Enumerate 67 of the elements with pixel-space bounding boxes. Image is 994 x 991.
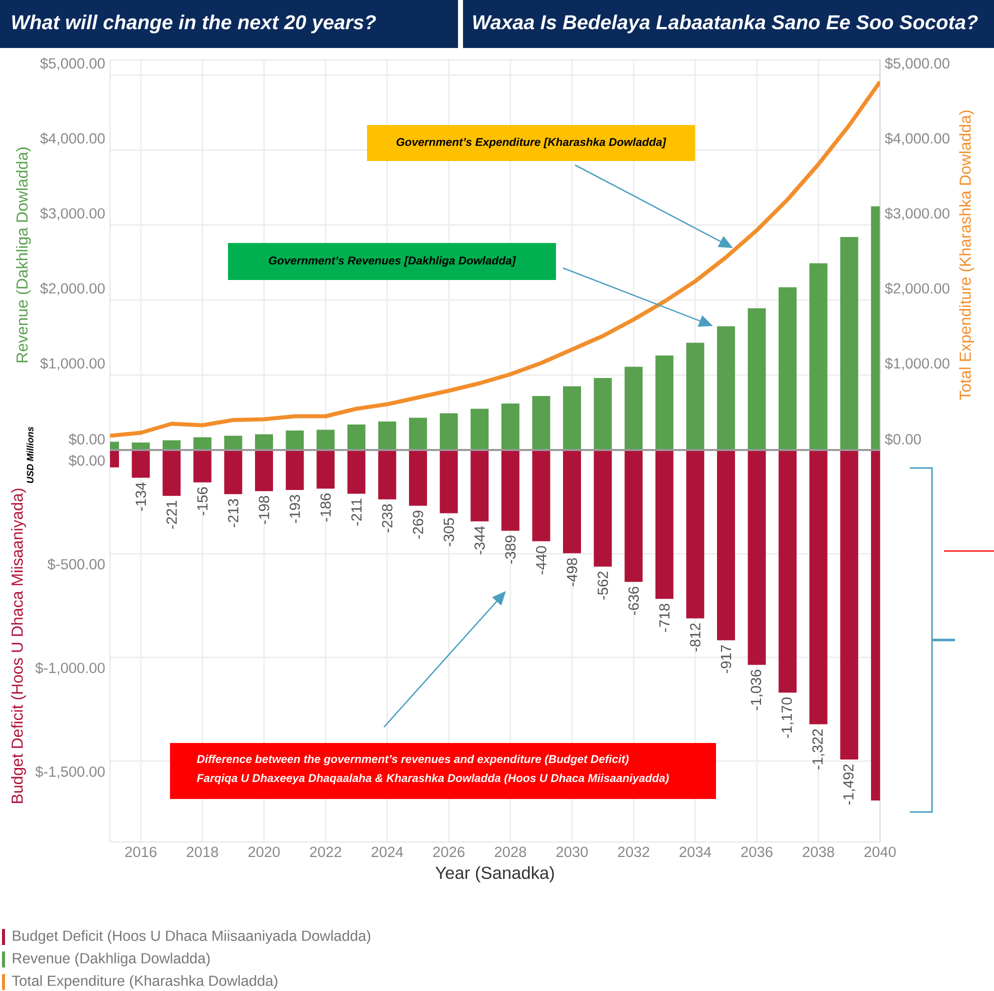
text: Total Expenditure (Kharashka Dowladda) — [12, 975, 278, 989]
y-tick-label: $4,000.00 — [40, 132, 105, 146]
y2-tick-label: $4,000.00 — [884, 132, 950, 146]
data-label: -186 — [320, 494, 331, 522]
y-tick-label: $-1,500.00 — [35, 766, 105, 779]
y-axis-title: Budget Deficit (Hoos U Dhaca Miisaaniyada) — [11, 488, 26, 803]
annotation: Government’s Revenues [Dakhliga Dowladda] — [268, 256, 516, 267]
data-label: -211 — [351, 498, 362, 526]
data-label: -238 — [382, 504, 392, 532]
y-tick-label: $0.00 — [68, 454, 105, 467]
data-label: -1,036 — [750, 670, 763, 710]
data-label: -269 — [412, 510, 424, 539]
data-label: -344 — [474, 526, 485, 554]
data-label: -198 — [258, 496, 270, 524]
text: Revenue (Dakhliga Dowladda) — [12, 952, 210, 966]
text: Revenue (Dakhliga Dowladda) — [16, 148, 31, 362]
data-label: -562 — [598, 572, 608, 600]
y-tick-label: $2,000.00 — [40, 282, 105, 296]
x-tick-label: 2018 — [186, 846, 218, 858]
y2-tick-label: $1,000.00 — [884, 358, 950, 370]
text: USD Millions — [26, 426, 34, 483]
y-tick-label: $-500.00 — [48, 558, 105, 570]
x-tick-label: 2026 — [433, 846, 464, 858]
y-tick-label: $-1,000.00 — [35, 662, 105, 675]
data-label: -193 — [290, 494, 300, 524]
x-tick-label: 2038 — [802, 846, 834, 858]
annotation: Farqiqa U Dhaxeeya Dhaqaalaha & Kharashka Dowladda (Hoos U Dhaca Miisaaniyadda) — [196, 774, 669, 784]
data-label: -718 — [659, 604, 670, 632]
text: Total Expenditure (Kharashka Dowladda) — [959, 110, 974, 400]
data-label: -134 — [136, 482, 146, 511]
x-axis-title: Year (Sanadka) — [435, 866, 554, 882]
y2-tick-label: $5,000.00 — [884, 58, 950, 70]
x-tick-label: 2028 — [494, 846, 526, 858]
data-label: -1,170 — [782, 698, 794, 738]
data-label: -498 — [566, 558, 578, 586]
x-tick-label: 2036 — [741, 846, 772, 858]
x-tick-label: 2030 — [556, 846, 588, 858]
y-tick-label: $5,000.00 — [40, 58, 105, 70]
annotation: Difference between the government’s revenues and expenditure (Budget Deficit) — [196, 754, 629, 766]
chart-title: What will change in the next 20 years? — [12, 14, 376, 34]
data-label: -305 — [444, 518, 454, 546]
data-label: -917 — [720, 645, 732, 674]
y-tick-label: $3,000.00 — [40, 208, 105, 220]
data-label: -389 — [505, 536, 516, 564]
x-tick-label: 2032 — [618, 846, 650, 858]
data-label: -440 — [536, 546, 546, 574]
chart-subtitle: Waxaa Is Bedelaya Labaatanka Sano Ee Soo Socota? — [473, 14, 978, 34]
y2-tick-label: $0.00 — [884, 433, 921, 446]
data-label: -221 — [166, 500, 177, 529]
y2-tick-label: $3,000.00 — [884, 208, 950, 220]
data-label: -636 — [628, 586, 639, 615]
x-tick-label: 2034 — [680, 846, 712, 858]
y2-tick-label: $2,000.00 — [884, 282, 950, 296]
x-tick-label: 2022 — [310, 846, 342, 858]
y-tick-label: $1,000.00 — [40, 358, 105, 370]
x-tick-label: 2020 — [248, 846, 280, 858]
annotation: Government’s Expenditure [Kharashka Dowladda] — [396, 138, 666, 148]
legend-label: Budget Deficit (Hoos U Dhaca Miisaaniyada Dowladda) — [12, 930, 370, 944]
y-tick-label: $0.00 — [68, 433, 105, 446]
data-label: -1,322 — [812, 729, 824, 770]
data-label: -213 — [228, 499, 238, 528]
data-label: -156 — [197, 487, 208, 516]
data-label: -812 — [690, 623, 700, 652]
data-label: -1,492 — [843, 764, 856, 805]
x-tick-label: 2040 — [864, 846, 896, 858]
x-tick-label: 2016 — [125, 846, 156, 858]
x-tick-label: 2024 — [372, 846, 404, 858]
